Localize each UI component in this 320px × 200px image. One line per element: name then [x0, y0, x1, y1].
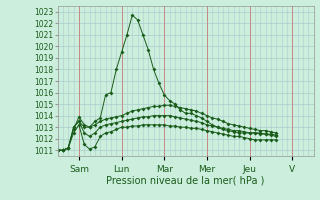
X-axis label: Pression niveau de la mer( hPa ): Pression niveau de la mer( hPa )	[107, 175, 265, 185]
